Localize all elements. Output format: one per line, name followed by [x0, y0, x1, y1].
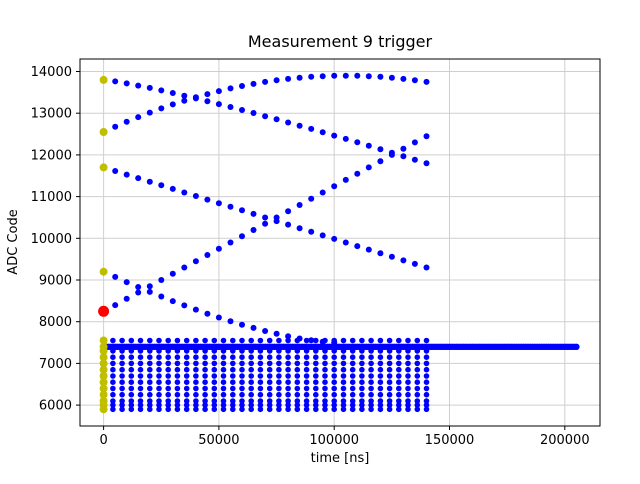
x-tick-label: 100000 [309, 433, 359, 448]
y-axis-label: ADC Code [6, 209, 21, 274]
series-baseline-band [100, 343, 580, 350]
series-falling-arc-2 [100, 164, 430, 271]
y-tick-label: 8000 [39, 315, 72, 330]
series-trigger-point [98, 305, 110, 317]
data-points [98, 72, 580, 414]
y-tick-label: 6000 [39, 399, 72, 414]
x-tick-label: 0 [99, 433, 107, 448]
y-tick-label: 9000 [39, 274, 72, 289]
x-axis-label: time [ns] [311, 451, 370, 466]
chart-title: Measurement 9 trigger [248, 32, 433, 51]
y-tick-label: 14000 [31, 65, 72, 80]
series-adc-code-rows [100, 337, 430, 413]
grid-lines [80, 59, 600, 426]
x-tick-label: 150000 [425, 433, 475, 448]
y-tick-label: 10000 [31, 232, 72, 247]
y-tick-label: 12000 [31, 148, 72, 163]
x-tick-label: 50000 [198, 433, 239, 448]
series-rising-arc-1 [100, 72, 430, 135]
y-tick-label: 13000 [31, 107, 72, 122]
plot-border [79, 58, 601, 427]
x-tick-label: 200000 [540, 433, 590, 448]
axis-ticks: 0 50000 100000 150000 200000 6000 7000 8000 9000… [31, 65, 590, 448]
series-start-markers [99, 75, 108, 414]
y-tick-label: 11000 [31, 190, 72, 205]
y-tick-label: 7000 [39, 357, 72, 372]
